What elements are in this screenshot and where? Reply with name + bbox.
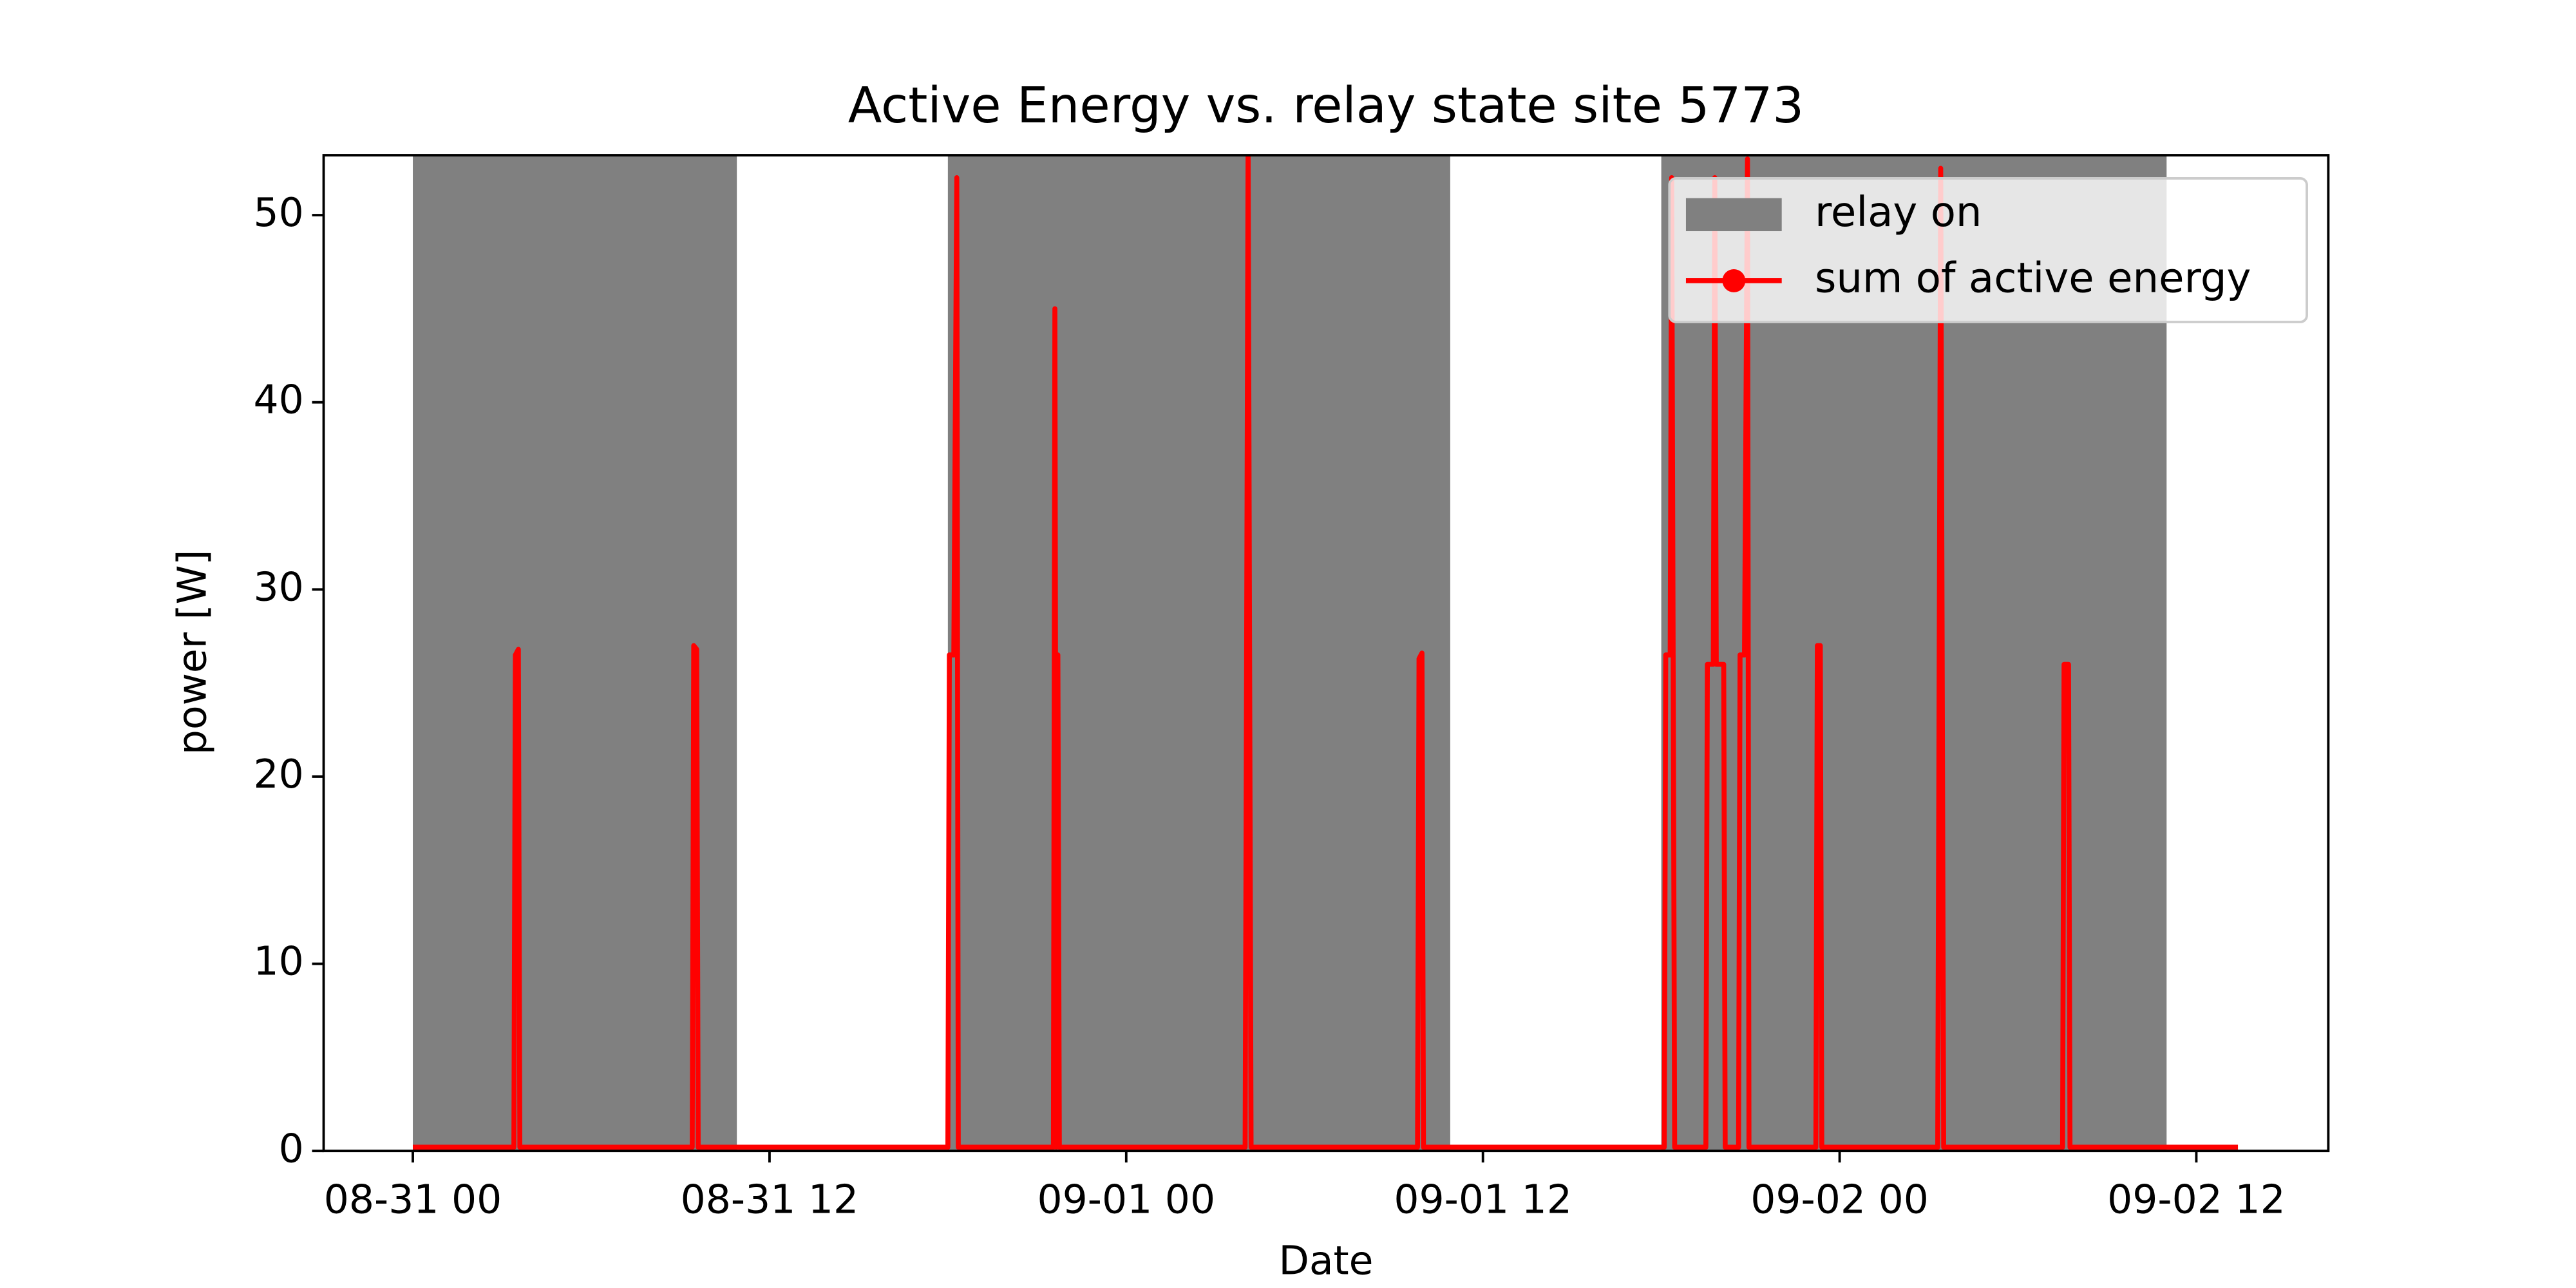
y-tick-label: 30 [254,564,304,610]
x-tick-label: 08-31 12 [681,1177,859,1223]
data-line [413,155,2239,1150]
x-tick-label: 09-01 12 [1394,1177,1572,1223]
chart-title: Active Energy vs. relay state site 5773 [848,77,1804,135]
legend-label: relay on [1815,189,1982,236]
x-tick-label: 09-02 12 [2107,1177,2286,1223]
x-tick-label: 08-31 00 [324,1177,502,1223]
legend-label: sum of active energy [1815,254,2251,302]
axes-frame [322,154,2330,1153]
y-axis-label: power [W] [169,550,216,755]
x-axis-label: Date [1278,1238,1373,1284]
relay-span [413,155,737,1151]
x-tick-label: 09-01 00 [1037,1177,1216,1223]
y-tick-label: 0 [279,1125,304,1171]
x-tick-label: 09-02 00 [1750,1177,1929,1223]
y-tick-label: 20 [254,751,304,797]
relay-span [947,155,1450,1151]
legend-swatch [1685,198,1782,231]
y-tick-label: 10 [254,938,304,985]
legend: relay on sum of active energy [1668,177,2308,323]
legend-box [1668,177,2308,323]
legend-marker [1722,269,1746,292]
y-tick-label: 50 [254,189,304,236]
y-tick-label: 40 [254,377,304,423]
